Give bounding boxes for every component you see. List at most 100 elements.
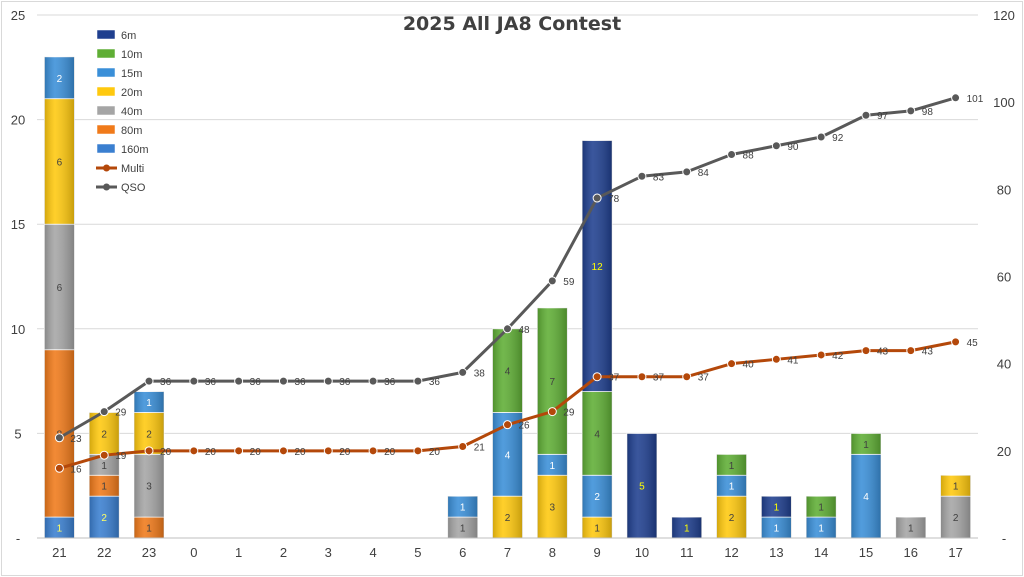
x-axis-tick-label: 8 bbox=[549, 545, 556, 560]
point-QSO bbox=[682, 167, 692, 177]
point-label-Multi: 43 bbox=[877, 347, 889, 358]
x-axis-tick-label: 10 bbox=[635, 545, 649, 560]
bar-segment-label: 4 bbox=[594, 429, 600, 440]
point-Multi bbox=[54, 463, 64, 473]
bar-segment-label: 1 bbox=[460, 524, 466, 535]
x-axis-tick-label: 6 bbox=[459, 545, 466, 560]
point-label-QSO: 36 bbox=[160, 377, 172, 388]
point-label-QSO: 97 bbox=[877, 111, 889, 122]
legend-label-40m: 40m bbox=[121, 106, 142, 118]
point-label-Multi: 20 bbox=[339, 447, 351, 458]
bar-segment-shade bbox=[492, 328, 523, 413]
point-QSO bbox=[771, 141, 781, 151]
bar-segment-shade bbox=[626, 433, 657, 538]
legend-label-6m: 6m bbox=[121, 30, 136, 42]
point-label-Multi: 19 bbox=[115, 451, 127, 462]
point-Multi bbox=[413, 446, 423, 456]
point-Multi bbox=[592, 372, 602, 382]
point-Multi bbox=[323, 446, 333, 456]
legend-label-15m: 15m bbox=[121, 68, 142, 80]
bar-stacks: 1866221121321112443171241251211111141121 bbox=[44, 56, 971, 539]
point-QSO bbox=[458, 367, 468, 377]
x-axis-tick-label: 2 bbox=[280, 545, 287, 560]
point-label-QSO: 36 bbox=[339, 377, 351, 388]
bar-segment-label: 12 bbox=[592, 262, 604, 273]
point-label-Multi: 45 bbox=[967, 338, 979, 349]
point-label-Multi: 37 bbox=[698, 373, 710, 384]
left-axis-tick-label: 10 bbox=[11, 322, 25, 337]
left-axis-tick-label: 20 bbox=[11, 113, 25, 128]
point-label-Multi: 29 bbox=[563, 408, 575, 419]
bar-segment-label: 3 bbox=[146, 482, 152, 493]
bar-segment-shade bbox=[44, 98, 75, 225]
point-label-Multi: 20 bbox=[160, 447, 172, 458]
legend-swatch-15m bbox=[96, 67, 116, 78]
bar-segment-label: 4 bbox=[863, 492, 869, 503]
bar-segment-label: 1 bbox=[729, 482, 735, 493]
point-label-Multi: 26 bbox=[519, 421, 531, 432]
x-axis-tick-label: 23 bbox=[142, 545, 156, 560]
bar-segment-shade bbox=[134, 517, 165, 538]
bar-segment-label: 1 bbox=[774, 503, 780, 514]
x-axis-tick-label: 21 bbox=[52, 545, 66, 560]
point-Multi bbox=[99, 450, 109, 460]
right-axis-tick-label: 60 bbox=[997, 270, 1011, 285]
point-QSO bbox=[278, 376, 288, 386]
bar-segment-shade bbox=[940, 475, 971, 497]
bar-segment-label: 1 bbox=[684, 524, 690, 535]
bar-segment-label: 1 bbox=[774, 524, 780, 535]
point-Multi bbox=[278, 446, 288, 456]
bar-segment-label: 1 bbox=[863, 440, 869, 451]
x-axis-tick-label: 7 bbox=[504, 545, 511, 560]
bar-segment-label: 1 bbox=[953, 482, 959, 493]
left-axis-tick-label: 5 bbox=[14, 426, 21, 441]
point-label-QSO: 23 bbox=[70, 434, 82, 445]
right-axis-tick-label: 20 bbox=[997, 444, 1011, 459]
chart-title: 2025 All JA8 Contest bbox=[403, 13, 621, 35]
bar-segment-shade bbox=[492, 496, 523, 538]
point-QSO bbox=[368, 376, 378, 386]
bar-segment-label: 2 bbox=[57, 74, 63, 85]
point-QSO bbox=[727, 149, 737, 159]
point-Multi bbox=[547, 407, 557, 417]
bar-segment-shade bbox=[716, 496, 747, 538]
x-axis-tick-label: 4 bbox=[369, 545, 376, 560]
bar-segment-shade bbox=[44, 56, 75, 99]
point-label-QSO: 36 bbox=[429, 377, 441, 388]
bar-segment-shade bbox=[716, 475, 747, 497]
bar-segment-label: 6 bbox=[57, 283, 63, 294]
point-label-Multi: 16 bbox=[70, 464, 82, 475]
point-label-Multi: 41 bbox=[787, 355, 799, 366]
point-Multi bbox=[771, 354, 781, 364]
point-Multi bbox=[458, 441, 468, 451]
bar-segment-label: 1 bbox=[146, 524, 152, 535]
point-QSO bbox=[547, 276, 557, 286]
bar-segment-shade bbox=[44, 517, 75, 538]
point-label-QSO: 92 bbox=[832, 133, 844, 144]
x-axis-tick-label: 0 bbox=[190, 545, 197, 560]
point-label-QSO: 36 bbox=[250, 377, 262, 388]
bar-segment-label: 2 bbox=[729, 513, 735, 524]
point-label-Multi: 20 bbox=[429, 447, 441, 458]
bar-segment-label: 1 bbox=[550, 461, 556, 472]
x-axis-tick-label: 3 bbox=[325, 545, 332, 560]
bar-segment-shade bbox=[850, 433, 881, 455]
point-label-QSO: 29 bbox=[115, 408, 127, 419]
bar-segment-label: 1 bbox=[101, 461, 107, 472]
point-QSO bbox=[816, 132, 826, 142]
bar-segment-shade bbox=[940, 496, 971, 538]
bar-segment-label: 2 bbox=[594, 492, 600, 503]
bar-segment-shade bbox=[89, 475, 120, 497]
bar-segment-shade bbox=[582, 140, 613, 392]
point-Multi bbox=[682, 372, 692, 382]
left-axis-tick-label: 15 bbox=[11, 217, 25, 232]
bar-segment-label: 5 bbox=[639, 482, 645, 493]
legend-marker-QSO bbox=[103, 183, 110, 191]
bar-segment-label: 1 bbox=[594, 524, 600, 535]
right-axis-tick-label: 40 bbox=[997, 357, 1011, 372]
point-label-Multi: 21 bbox=[474, 442, 486, 453]
bar-segment-label: 1 bbox=[57, 524, 63, 535]
bar-segment-shade bbox=[582, 517, 613, 538]
